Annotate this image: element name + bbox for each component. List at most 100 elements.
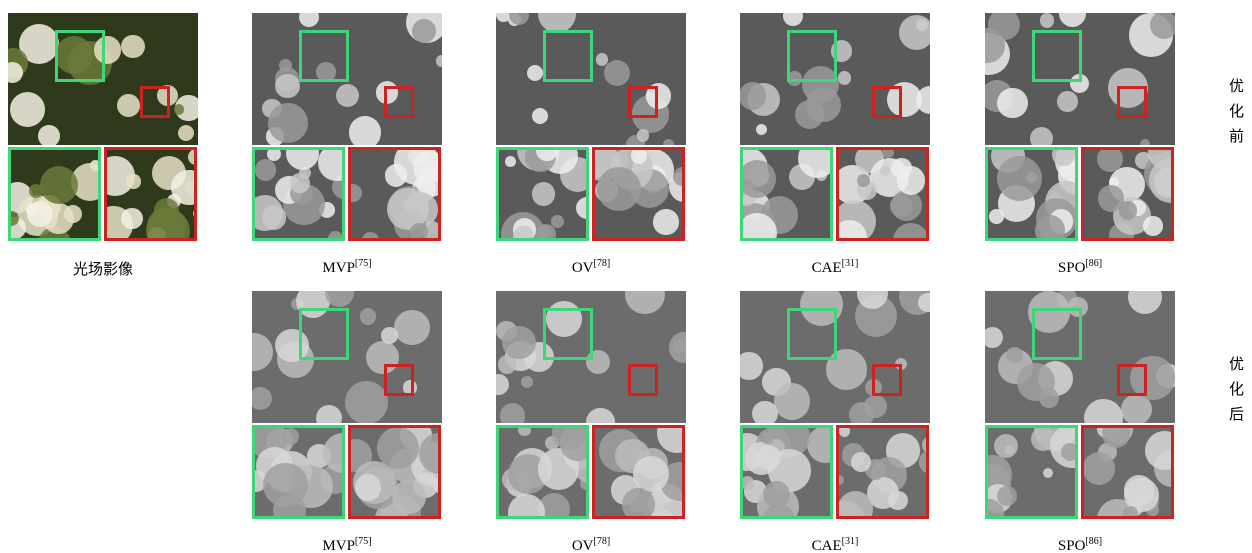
method-ref: [78] [594,258,611,269]
red-crop [348,147,441,241]
texture-blob [1052,147,1075,166]
green-crop [252,425,345,519]
green-box [55,30,105,82]
red-crop [836,147,929,241]
red-crop [348,425,441,519]
texture-blob [669,332,686,362]
texture-blob [121,35,144,58]
texture-blob [1030,127,1053,145]
texture-blob [849,402,874,423]
texture-blob [997,486,1017,506]
texture-blob [1097,147,1123,172]
texture-blob [502,326,536,360]
texture-blob [740,160,776,199]
method-label: OV[78] [496,258,686,277]
red-box [872,86,902,118]
method-label: MVP[75] [252,536,442,553]
method-ref: [86] [1085,258,1102,269]
texture-blob [394,310,429,345]
texture-blob [1061,443,1078,461]
texture-blob [857,174,870,187]
texture-blob [1128,291,1162,314]
green-box [543,30,593,82]
method-ref: [78] [594,536,611,547]
image [740,291,930,423]
texture-blob [918,293,930,313]
texture-blob [513,226,534,241]
red-crop [592,147,685,241]
texture-blob [836,475,844,485]
row-label: 优化后 [1228,356,1248,431]
texture-blob [899,15,930,50]
texture-blob [154,198,179,223]
texture-blob [919,450,929,474]
texture-blob [532,182,555,205]
red-crop [1081,425,1174,519]
texture-blob [752,401,777,423]
texture-blob [1040,13,1054,27]
red-crop [1081,147,1174,241]
red-box [384,364,414,396]
texture-blob [413,151,441,183]
texture-blob [637,129,649,141]
texture-blob [839,425,850,436]
texture-blob [586,408,615,423]
red-box [628,364,658,396]
texture-blob [268,103,309,144]
texture-blob [436,55,442,66]
method-ref: [31] [842,536,859,547]
method-label: OV[78] [496,536,686,553]
row-label: 优化前 [1228,78,1248,153]
texture-blob [774,383,811,420]
texture-blob [604,60,630,86]
texture-blob [38,125,60,145]
method-ref: [75] [355,258,372,269]
texture-blob [1043,468,1053,478]
texture-blob [193,208,197,220]
texture-blob [807,426,833,463]
texture-blob [328,231,343,241]
texture-blob [622,488,654,519]
texture-blob [1102,425,1131,448]
image [8,13,198,145]
texture-blob [275,74,300,99]
texture-blob [985,327,1003,348]
texture-blob [263,463,307,507]
texture-blob [299,13,320,27]
texture-blob [673,167,685,186]
texture-blob [377,427,419,469]
texture-blob [1145,431,1174,470]
texture-blob [8,62,23,83]
texture-blob [508,494,546,519]
texture-blob [392,480,426,514]
green-box [299,30,349,82]
texture-blob [1123,506,1138,519]
texture-blob [345,381,388,423]
texture-blob [1150,13,1175,39]
texture-blob [121,208,142,229]
red-crop [592,425,685,519]
method-name: CAE [812,260,842,276]
red-box [628,86,658,118]
red-box [1117,364,1147,396]
texture-blob [740,352,763,379]
texture-blob [761,432,774,445]
texture-blob [741,476,755,490]
texture-blob [560,425,589,461]
texture-blob [1140,139,1150,145]
texture-blob [994,434,1018,458]
texture-blob [40,166,78,204]
texture-blob [532,108,548,124]
red-box [1117,86,1147,118]
method-ref: [86] [1085,536,1102,547]
texture-blob [174,104,185,115]
texture-blob [763,481,790,508]
texture-blob [178,125,194,141]
source-label: 光场影像 [8,258,198,279]
method-name: SPO [1058,260,1086,276]
method-label: SPO[86] [985,258,1175,277]
texture-blob [625,291,664,314]
method-label: MVP[75] [252,258,442,277]
red-box [384,86,414,118]
method-label: CAE[31] [740,258,930,277]
